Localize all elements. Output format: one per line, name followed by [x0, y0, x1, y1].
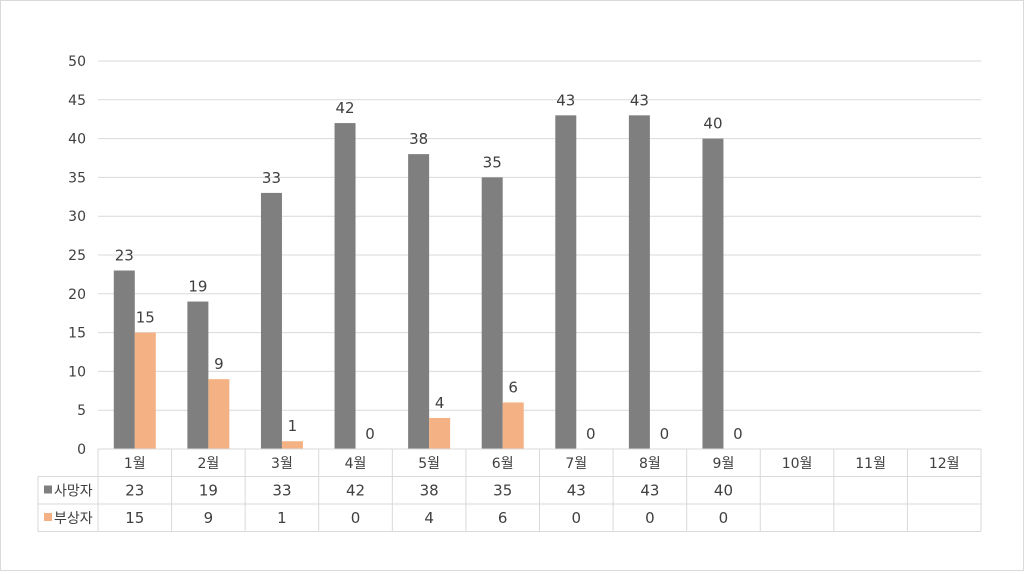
data-label-부상자-2월: 9	[214, 355, 224, 373]
bar-부상자-1월	[134, 332, 156, 449]
x-tick-label-7월: 7월	[565, 456, 587, 472]
y-tick-label-50: 50	[68, 54, 86, 70]
table-cell-부상자-2월: 9	[204, 509, 214, 527]
table-cell-부상자-1월: 15	[125, 509, 144, 527]
table-cell-부상자-7월: 0	[572, 509, 582, 527]
data-label-사망자-5월: 38	[409, 130, 428, 148]
data-label-부상자-6월: 6	[508, 378, 518, 396]
table-cell-사망자-9월: 40	[714, 482, 733, 500]
data-label-사망자-8월: 43	[630, 91, 649, 109]
x-tick-label-9월: 9월	[713, 456, 735, 472]
table-cell-부상자-3월: 1	[277, 509, 287, 527]
y-tick-label-25: 25	[68, 248, 86, 264]
data-label-부상자-5월: 4	[435, 394, 445, 412]
y-tick-label-15: 15	[68, 326, 86, 342]
legend-label-부상자: 부상자	[54, 511, 93, 527]
bar-사망자-9월	[702, 138, 724, 449]
table-cell-사망자-8월: 43	[640, 482, 659, 500]
y-tick-label-5: 5	[77, 403, 86, 419]
data-label-사망자-6월: 35	[483, 153, 502, 171]
data-label-부상자-1월: 15	[136, 309, 155, 327]
x-tick-label-6월: 6월	[492, 456, 514, 472]
data-label-부상자-9월: 0	[733, 425, 743, 443]
y-tick-label-10: 10	[68, 364, 86, 380]
table-cell-부상자-8월: 0	[645, 509, 655, 527]
bar-사망자-8월	[628, 115, 650, 449]
table-cell-사망자-4월: 42	[346, 482, 365, 500]
data-label-부상자-8월: 0	[660, 425, 670, 443]
table-cell-부상자-5월: 4	[424, 509, 434, 527]
data-label-사망자-9월: 40	[703, 115, 722, 133]
legend-label-사망자: 사망자	[54, 484, 93, 500]
y-tick-label-45: 45	[68, 93, 86, 109]
x-tick-label-8월: 8월	[639, 456, 661, 472]
bar-사망자-7월	[555, 115, 577, 449]
table-cell-사망자-1월: 23	[125, 482, 144, 500]
table-cell-사망자-2월: 19	[199, 482, 218, 500]
x-tick-label-3월: 3월	[271, 456, 293, 472]
table-cell-사망자-5월: 38	[420, 482, 439, 500]
data-label-사망자-3월: 33	[262, 169, 281, 187]
bar-사망자-1월	[113, 270, 135, 449]
data-label-부상자-4월: 0	[365, 425, 375, 443]
x-tick-label-1월: 1월	[124, 456, 146, 472]
table-cell-사망자-3월: 33	[272, 482, 291, 500]
bar-사망자-4월	[334, 123, 356, 449]
table-cell-사망자-7월: 43	[567, 482, 586, 500]
y-tick-label-40: 40	[68, 132, 86, 148]
x-tick-label-10월: 10월	[782, 456, 813, 472]
bar-부상자-2월	[208, 379, 230, 449]
y-tick-label-35: 35	[68, 170, 86, 186]
legend-key-사망자	[44, 485, 52, 494]
x-tick-label-5월: 5월	[418, 456, 440, 472]
legend-key-부상자	[44, 513, 52, 521]
data-label-부상자-3월: 1	[288, 417, 298, 435]
x-tick-label-2월: 2월	[197, 456, 219, 472]
data-label-사망자-4월: 42	[335, 99, 354, 117]
data-label-사망자-1월: 23	[115, 247, 134, 265]
data-label-부상자-7월: 0	[586, 425, 596, 443]
x-tick-label-12월: 12월	[929, 456, 960, 472]
y-tick-label-30: 30	[68, 209, 86, 225]
y-tick-label-20: 20	[68, 287, 86, 303]
bar-부상자-3월	[281, 441, 303, 449]
table-cell-부상자-6월: 6	[498, 509, 508, 527]
table-cell-사망자-6월: 35	[493, 482, 512, 500]
bar-부상자-5월	[429, 417, 451, 449]
y-tick-label-0: 0	[77, 442, 86, 458]
bar-사망자-6월	[481, 177, 503, 449]
data-label-사망자-7월: 43	[556, 91, 575, 109]
bar-부상자-6월	[502, 402, 524, 449]
bar-사망자-2월	[187, 301, 209, 449]
x-tick-label-4월: 4월	[345, 456, 367, 472]
table-cell-부상자-4월: 0	[351, 509, 361, 527]
bar-사망자-3월	[260, 192, 282, 450]
table-cell-부상자-9월: 0	[719, 509, 729, 527]
data-label-사망자-2월: 19	[188, 278, 207, 296]
x-tick-label-11월: 11월	[855, 456, 886, 472]
bar-사망자-5월	[408, 154, 430, 449]
